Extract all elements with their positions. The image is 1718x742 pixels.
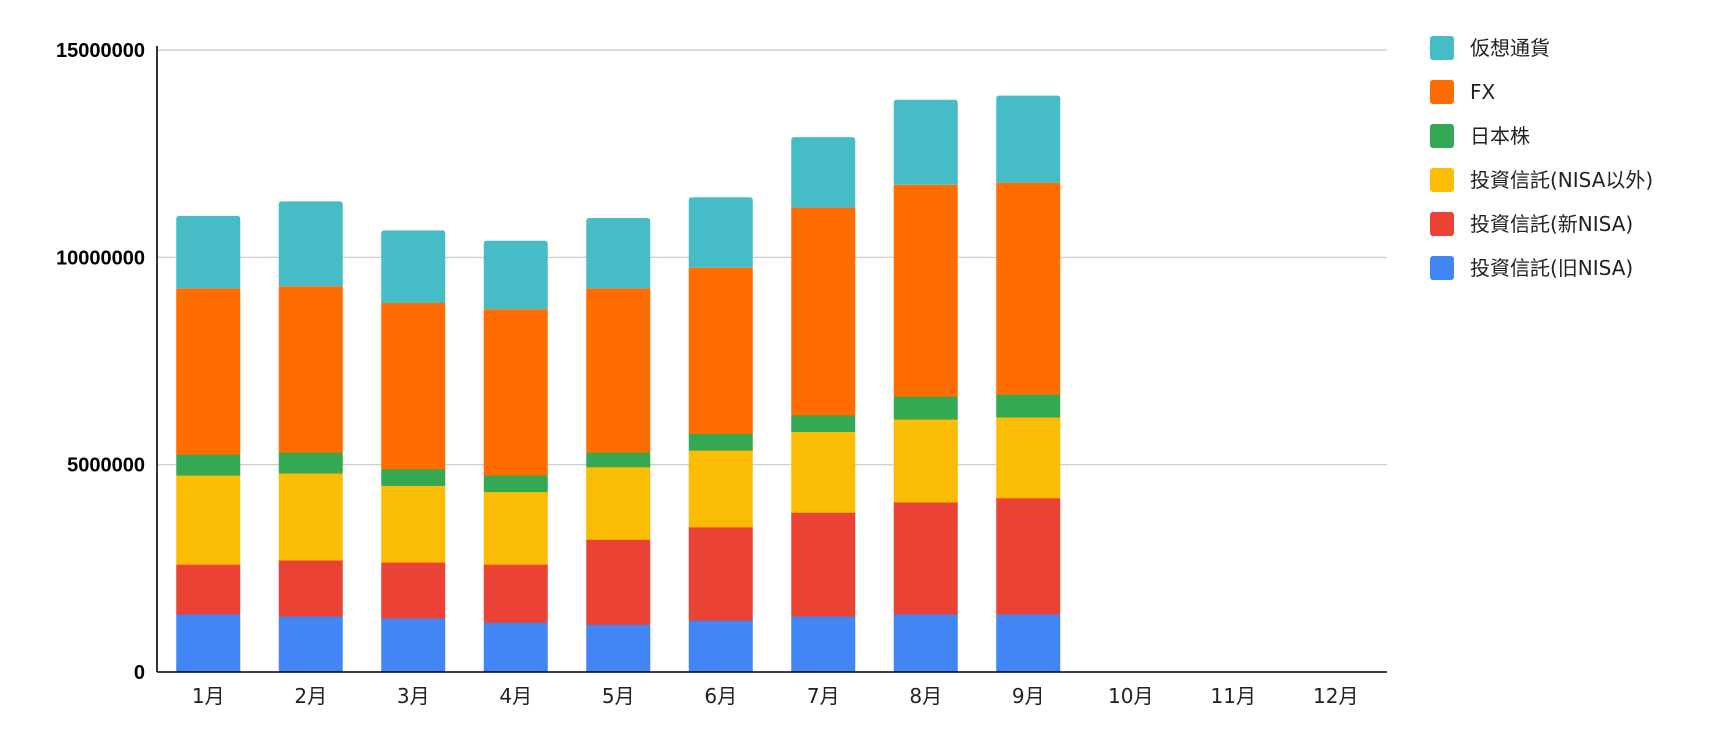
bar-segment-1-0: [176, 613, 241, 673]
axes: [156, 46, 1387, 673]
gridlines: [157, 49, 1387, 466]
bar-segment-9-4: [996, 182, 1061, 395]
bar-segment-7-0: [791, 616, 856, 673]
bar-segment-6-2: [688, 450, 753, 528]
x-tick-label: 9月: [1012, 684, 1045, 708]
bar-segment-2-4: [278, 286, 343, 453]
legend-item: 投資信託(新NISA): [1430, 212, 1633, 236]
bar-segment-4-1: [483, 564, 548, 623]
x-tick-labels: 1月 2月 3月 4月 5月 6月 7月 8月 9月 10月 11月 12月: [192, 684, 1359, 708]
bar-segment-2-1: [278, 560, 343, 617]
legend-label: 日本株: [1470, 124, 1530, 148]
bar-segment-5-3: [586, 452, 651, 468]
legend-label: 仮想通貨: [1470, 36, 1550, 60]
bar-segment-3-3: [381, 468, 446, 486]
bar-segment-1-3: [176, 454, 241, 476]
bar-segment-9-2: [996, 416, 1061, 499]
bars: [176, 95, 1061, 673]
bar-segment-1-5: [176, 215, 241, 289]
bar-segment-8-0: [893, 613, 958, 673]
legend-item: 投資信託(旧NISA): [1430, 256, 1633, 280]
legend-label: 投資信託(新NISA): [1470, 212, 1633, 236]
legend-swatch: [1430, 124, 1454, 148]
bar-segment-4-3: [483, 475, 548, 493]
legend-swatch: [1430, 212, 1454, 236]
bar-segment-2-0: [278, 616, 343, 673]
x-tick-label: 6月: [704, 684, 737, 708]
bar-segment-8-5: [893, 99, 958, 185]
bar-segment-6-5: [688, 197, 753, 268]
x-tick-label: 7月: [807, 684, 840, 708]
bar-segment-4-2: [483, 491, 548, 565]
bar-segment-6-4: [688, 267, 753, 435]
legend-label: 投資信託(旧NISA): [1470, 256, 1633, 280]
legend-item: FX: [1430, 80, 1496, 104]
x-tick-label: 1月: [192, 684, 225, 708]
bar-segment-7-5: [791, 137, 856, 208]
x-tick-label: 12月: [1313, 684, 1358, 708]
bar-segment-5-2: [586, 466, 651, 540]
bar-segment-8-4: [893, 184, 958, 397]
legend-swatch: [1430, 80, 1454, 104]
legend-item: 日本株: [1430, 124, 1530, 148]
legend-label: 投資信託(NISA以外): [1470, 168, 1653, 192]
y-tick-labels: 0 5000000 10000000 15000000: [56, 40, 145, 684]
legend-swatch: [1430, 256, 1454, 280]
bar-segment-9-3: [996, 394, 1061, 418]
legend-item: 仮想通貨: [1430, 36, 1550, 60]
x-tick-label: 8月: [909, 684, 942, 708]
bar-segment-7-1: [791, 512, 856, 617]
bar-segment-7-2: [791, 431, 856, 513]
bar-segment-3-4: [381, 302, 446, 470]
bar-segment-1-2: [176, 475, 241, 565]
bar-segment-4-0: [483, 622, 548, 673]
y-tick-label: 15000000: [56, 40, 145, 62]
bar-segment-3-5: [381, 230, 446, 303]
bar-segment-6-3: [688, 433, 753, 451]
bar-segment-6-0: [688, 620, 753, 673]
bar-segment-2-5: [278, 201, 343, 287]
x-tick-label: 11月: [1211, 684, 1256, 708]
bar-segment-1-4: [176, 288, 241, 455]
x-tick-label: 3月: [397, 684, 430, 708]
bar-segment-5-4: [586, 288, 651, 453]
bar-segment-5-5: [586, 217, 651, 289]
bar-segment-2-2: [278, 472, 343, 561]
bar-segment-3-1: [381, 562, 446, 619]
bar-segment-7-4: [791, 207, 856, 416]
bar-segment-4-5: [483, 240, 548, 310]
y-tick-label: 10000000: [56, 247, 145, 269]
bar-segment-8-2: [893, 419, 958, 503]
legend-swatch: [1430, 168, 1454, 192]
bar-segment-6-1: [688, 526, 753, 621]
bar-segment-7-3: [791, 414, 856, 432]
x-tick-label: 5月: [602, 684, 635, 708]
bar-segment-4-4: [483, 309, 548, 476]
x-tick-label: 4月: [499, 684, 532, 708]
bar-segment-1-1: [176, 564, 241, 615]
y-tick-label: 0: [134, 662, 145, 684]
bar-segment-9-1: [996, 497, 1061, 615]
bar-segment-5-1: [586, 539, 651, 625]
bar-segment-5-0: [586, 624, 651, 673]
x-tick-label: 2月: [294, 684, 327, 708]
bar-segment-3-0: [381, 618, 446, 673]
bar-segment-9-5: [996, 95, 1061, 183]
x-tick-label: 10月: [1108, 684, 1153, 708]
bar-segment-2-3: [278, 452, 343, 474]
bar-segment-8-3: [893, 396, 958, 420]
bar-segment-8-1: [893, 501, 958, 615]
legend-swatch: [1430, 36, 1454, 60]
legend-label: FX: [1470, 80, 1496, 104]
y-tick-label: 5000000: [67, 455, 145, 477]
bar-segment-9-0: [996, 613, 1061, 673]
legend-item: 投資信託(NISA以外): [1430, 168, 1653, 192]
bar-segment-3-2: [381, 485, 446, 563]
